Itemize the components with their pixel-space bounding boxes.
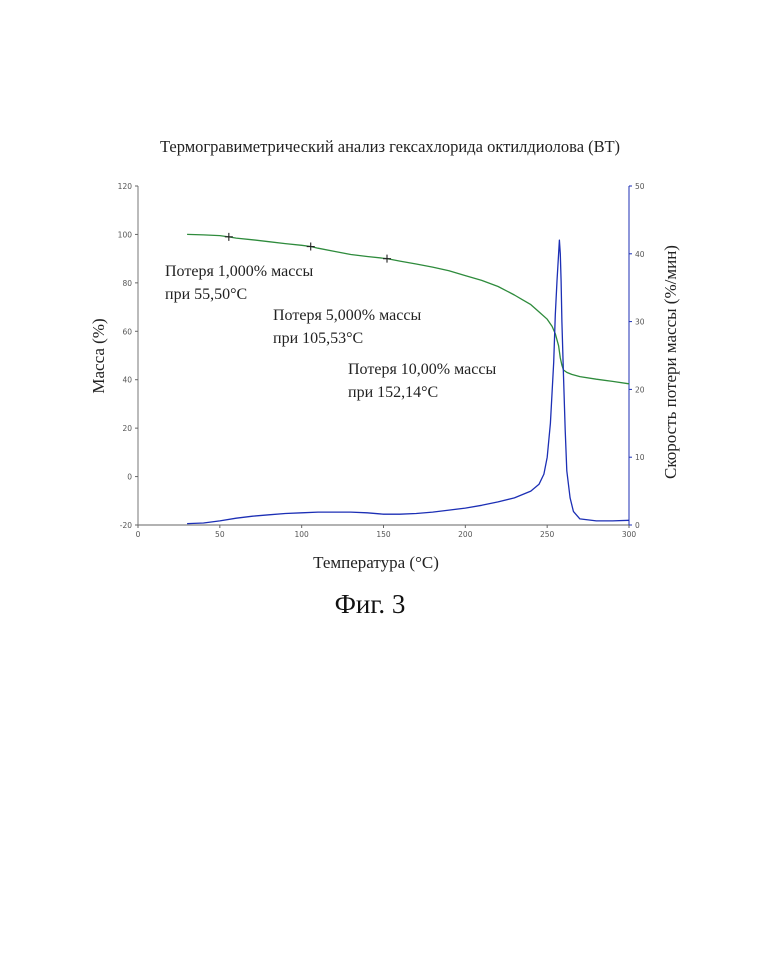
x-tick-label: 200 (458, 530, 473, 539)
y2-tick-label: 30 (635, 318, 645, 327)
x-tick-label: 50 (215, 530, 225, 539)
loss-marker-3 (383, 255, 391, 263)
y-tick-label: 120 (118, 182, 133, 191)
chart-title: Термогравиметрический анализ гексахлорид… (160, 137, 620, 156)
chart-axes (138, 186, 629, 525)
y2-tick-label: 0 (635, 521, 640, 530)
y2-tick-label: 20 (635, 385, 645, 394)
x-tick-label: 0 (136, 530, 141, 539)
chart-markers (225, 233, 391, 263)
y-tick-label: 60 (122, 327, 132, 336)
x-tick-label: 300 (622, 530, 637, 539)
y-axis-title: Масса (%) (89, 318, 108, 393)
x-tick-label: 100 (295, 530, 310, 539)
y-tick-label: 40 (122, 376, 132, 385)
y2-tick-label: 10 (635, 453, 645, 462)
annotation-2-line2: при 105,53°C (273, 330, 363, 347)
y-tick-label: 100 (118, 230, 133, 239)
loss-marker-2 (307, 243, 315, 251)
x-tick-label: 250 (540, 530, 555, 539)
y-tick-label: 0 (127, 473, 132, 482)
y-tick-label: 20 (122, 424, 132, 433)
annotation-3-line1: Потеря 10,00% массы (348, 361, 496, 378)
figure-caption: Фиг. 3 (335, 589, 406, 619)
mass-loss-rate-line (187, 240, 629, 523)
y-tick-label: -20 (120, 521, 132, 530)
x-tick-label: 150 (376, 530, 391, 539)
x-axis-title: Температура (°C) (313, 553, 439, 572)
y2-tick-label: 40 (635, 250, 645, 259)
annotation-1-line1: Потеря 1,000% массы (165, 263, 313, 280)
y2-tick-label: 50 (635, 182, 645, 191)
annotation-3-line2: при 152,14°C (348, 384, 438, 401)
annotation-1-line2: при 55,50°C (165, 286, 247, 303)
y-tick-label: 80 (122, 279, 132, 288)
annotation-2-line1: Потеря 5,000% массы (273, 307, 421, 324)
loss-marker-1 (225, 233, 233, 241)
y2-axis-title: Скорость потери массы (%/мин) (661, 245, 680, 479)
